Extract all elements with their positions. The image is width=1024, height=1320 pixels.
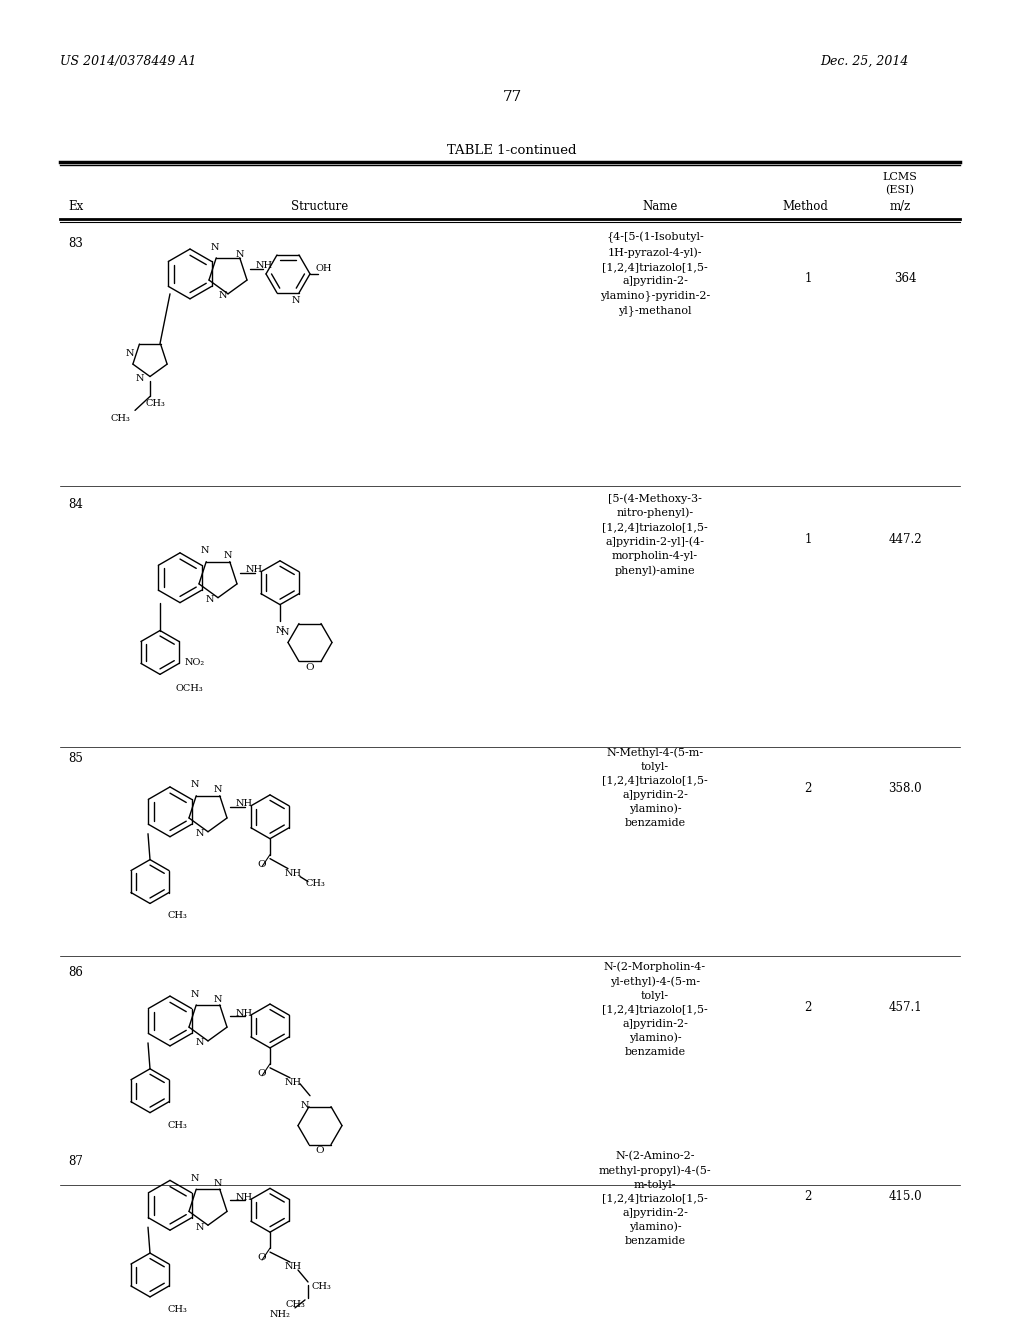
Text: CH₃: CH₃: [168, 911, 187, 920]
Text: 87: 87: [68, 1155, 83, 1168]
Text: N: N: [206, 595, 214, 605]
Text: O: O: [315, 1146, 325, 1155]
Text: NH: NH: [285, 1077, 302, 1086]
Text: 2: 2: [804, 781, 812, 795]
Text: 86: 86: [68, 966, 83, 979]
Text: [5-(4-Methoxy-3-
nitro-phenyl)-
[1,2,4]triazolo[1,5-
a]pyridin-2-yl]-(4-
morphol: [5-(4-Methoxy-3- nitro-phenyl)- [1,2,4]t…: [602, 494, 708, 576]
Text: 1: 1: [804, 533, 812, 546]
Text: Structure: Structure: [292, 201, 348, 214]
Text: Ex: Ex: [68, 201, 83, 214]
Text: N: N: [301, 1101, 309, 1110]
Text: NH: NH: [236, 1193, 253, 1201]
Text: NH: NH: [285, 869, 302, 878]
Text: CH₃: CH₃: [312, 1282, 332, 1291]
Text: N: N: [211, 243, 219, 252]
Text: N: N: [196, 1222, 204, 1232]
Text: N: N: [281, 628, 289, 638]
Text: N: N: [214, 785, 222, 795]
Text: {4-[5-(1-Isobutyl-
1H-pyrazol-4-yl)-
[1,2,4]triazolo[1,5-
a]pyridin-2-
ylamino}-: {4-[5-(1-Isobutyl- 1H-pyrazol-4-yl)- [1,…: [600, 232, 710, 315]
Text: CH₃: CH₃: [285, 1300, 305, 1309]
Text: N: N: [236, 249, 245, 259]
Text: 457.1: 457.1: [888, 1001, 922, 1014]
Text: Method: Method: [782, 201, 828, 214]
Text: N: N: [219, 292, 227, 301]
Text: 83: 83: [68, 238, 83, 249]
Text: OCH₃: OCH₃: [175, 684, 203, 693]
Text: N: N: [190, 1173, 200, 1183]
Text: O: O: [306, 663, 314, 672]
Text: N: N: [190, 990, 200, 999]
Text: N: N: [214, 1179, 222, 1188]
Text: O: O: [258, 859, 266, 869]
Text: NH₂: NH₂: [269, 1309, 291, 1319]
Text: 85: 85: [68, 752, 83, 766]
Text: N: N: [190, 780, 200, 789]
Text: LCMS: LCMS: [883, 173, 918, 182]
Text: (ESI): (ESI): [886, 185, 914, 195]
Text: NH: NH: [256, 261, 273, 271]
Text: O: O: [258, 1069, 266, 1078]
Text: CH₃: CH₃: [168, 1121, 187, 1130]
Text: 84: 84: [68, 498, 83, 511]
Text: 364: 364: [894, 272, 916, 285]
Text: N-(2-Amino-2-
methyl-propyl)-4-(5-
m-tolyl-
[1,2,4]triazolo[1,5-
a]pyridin-2-
yl: N-(2-Amino-2- methyl-propyl)-4-(5- m-tol…: [599, 1151, 712, 1246]
Text: 1: 1: [804, 272, 812, 285]
Text: 358.0: 358.0: [888, 781, 922, 795]
Text: O: O: [258, 1253, 266, 1262]
Text: OH: OH: [316, 264, 333, 273]
Text: 2: 2: [804, 1001, 812, 1014]
Text: 2: 2: [804, 1191, 812, 1204]
Text: N: N: [201, 546, 209, 556]
Text: CH₃: CH₃: [110, 414, 130, 422]
Text: NH: NH: [236, 800, 253, 808]
Text: CH₃: CH₃: [168, 1305, 187, 1313]
Text: Dec. 25, 2014: Dec. 25, 2014: [820, 55, 908, 67]
Text: 415.0: 415.0: [888, 1191, 922, 1204]
Text: N-(2-Morpholin-4-
yl-ethyl)-4-(5-m-
tolyl-
[1,2,4]triazolo[1,5-
a]pyridin-2-
yla: N-(2-Morpholin-4- yl-ethyl)-4-(5-m- toly…: [602, 961, 708, 1057]
Text: 77: 77: [503, 90, 521, 104]
Text: N: N: [292, 296, 300, 305]
Text: N: N: [126, 348, 134, 358]
Text: NH: NH: [236, 1008, 253, 1018]
Text: N: N: [275, 626, 285, 635]
Text: NH: NH: [246, 565, 263, 574]
Text: N-Methyl-4-(5-m-
tolyl-
[1,2,4]triazolo[1,5-
a]pyridin-2-
ylamino)-
benzamide: N-Methyl-4-(5-m- tolyl- [1,2,4]triazolo[…: [602, 747, 708, 829]
Text: CH₃: CH₃: [305, 879, 325, 887]
Text: N: N: [196, 1039, 204, 1047]
Text: US 2014/0378449 A1: US 2014/0378449 A1: [60, 55, 197, 67]
Text: N: N: [136, 374, 144, 383]
Text: m/z: m/z: [890, 201, 910, 214]
Text: Name: Name: [642, 201, 678, 214]
Text: TABLE 1-continued: TABLE 1-continued: [447, 144, 577, 157]
Text: N: N: [196, 829, 204, 838]
Text: 447.2: 447.2: [888, 533, 922, 546]
Text: NH: NH: [285, 1262, 302, 1271]
Text: CH₃: CH₃: [145, 399, 165, 408]
Text: N: N: [224, 552, 232, 560]
Text: N: N: [214, 994, 222, 1003]
Text: NO₂: NO₂: [185, 657, 205, 667]
